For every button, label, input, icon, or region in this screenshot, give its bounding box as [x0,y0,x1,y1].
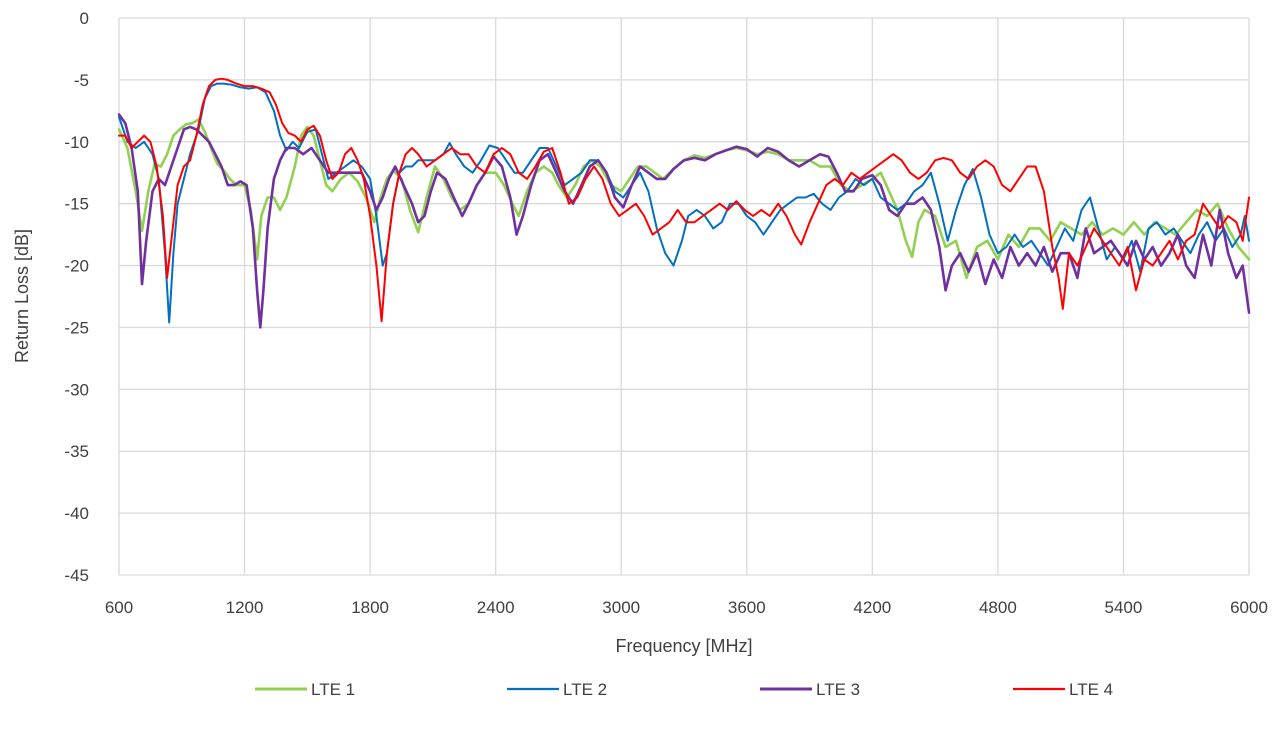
x-tick-label: 3600 [728,598,766,617]
legend-item-lte-1: LTE 1 [255,680,355,699]
x-tick-label: 4200 [853,598,891,617]
y-tick-label: -40 [64,504,89,523]
legend: LTE 1 LTE 2 LTE 3 LTE 4 [255,680,1113,699]
x-tick-label: 6000 [1230,598,1268,617]
series-line-lte-1 [117,118,1251,280]
legend-label: LTE 4 [1069,680,1113,699]
y-tick-label: -45 [64,566,89,585]
x-tick-label: 4800 [979,598,1017,617]
y-tick-label: -35 [64,442,89,461]
y-tick-label: -10 [64,133,89,152]
series-line-lte-3 [117,113,1251,329]
y-tick-label: -30 [64,380,89,399]
y-axis-title: Return Loss [dB] [12,229,32,363]
y-tick-label: -25 [64,318,89,337]
x-tick-labels: 600 1200 1800 2400 3000 3600 4200 4800 5400 6000 [105,598,1268,617]
y-tick-label: 0 [80,9,89,28]
legend-label: LTE 2 [563,680,607,699]
x-tick-label: 3000 [602,598,640,617]
y-tick-label: -5 [74,71,89,90]
legend-label: LTE 1 [311,680,355,699]
legend-item-lte-3: LTE 3 [760,680,860,699]
series-lines [117,77,1251,329]
x-axis-title: Frequency [MHz] [615,636,752,656]
series-line-lte-4 [118,77,1250,323]
x-tick-label: 1200 [226,598,264,617]
legend-label: LTE 3 [816,680,860,699]
x-tick-label: 1800 [351,598,389,617]
y-tick-labels: 0 -5 -10 -15 -20 -25 -30 -35 -40 -45 [64,9,89,585]
y-tick-label: -15 [64,195,89,214]
x-tick-label: 5400 [1105,598,1143,617]
legend-item-lte-2: LTE 2 [507,680,607,699]
gridlines [118,17,1250,576]
y-tick-label: -20 [64,257,89,276]
legend-item-lte-4: LTE 4 [1013,680,1113,699]
x-tick-label: 2400 [477,598,515,617]
x-tick-label: 600 [105,598,133,617]
